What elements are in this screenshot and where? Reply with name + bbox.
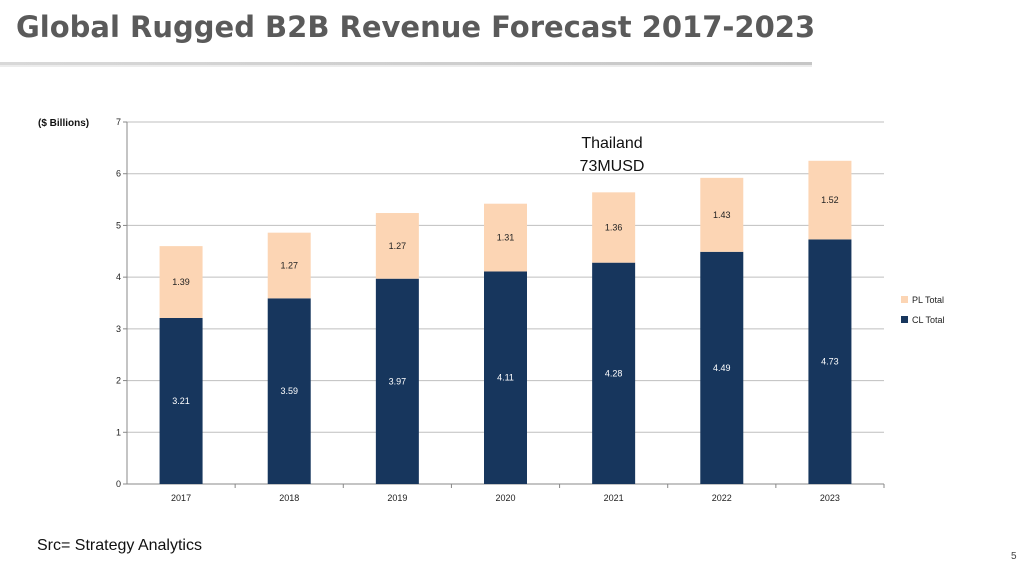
bar-pl-total [484,203,527,272]
bar-pl-total [159,246,203,318]
bar-cl-total [375,278,419,484]
x-tick-label: 2020 [495,493,515,503]
bar-cl-total [592,262,636,484]
annotation-value: 73MUSD [580,158,645,175]
chart-legend: PL Total CL Total [901,295,945,325]
legend-label: CL Total [912,315,945,325]
annotation-thailand: Thailand [581,135,642,152]
y-tick-label: 7 [116,117,121,127]
legend-swatch [901,316,908,323]
bar-cl-total [700,251,744,484]
bar-pl-total [592,192,636,263]
bar-cl-total [267,298,311,484]
data-label-pl: 1.52 [821,195,839,205]
x-tick-label: 2023 [820,493,840,503]
chart-labels: 0 1 2 3 4 5 6 7 3.21 1.39 2017 3.59 1.27 2018 3.97 1.27… [116,117,840,503]
data-label-cl: 4.49 [713,363,731,373]
slide-title: Global Rugged B2B Revenue Forecast 2017-… [16,10,816,44]
data-label-cl: 4.73 [821,357,839,367]
y-tick-label: 3 [116,324,121,334]
y-tick-label: 4 [116,272,121,282]
x-tick-label: 2021 [604,493,624,503]
chart-bars [159,160,852,484]
legend-swatch [901,296,908,303]
y-tick-label: 5 [116,220,121,230]
title-divider-shadow [0,65,812,67]
title-divider [0,62,812,65]
x-tick-label: 2022 [712,493,732,503]
data-label-pl: 1.39 [172,277,190,287]
data-label-cl: 3.97 [389,376,407,386]
bar-pl-total [267,232,311,299]
bar-pl-total [808,160,852,240]
data-label-cl: 4.11 [497,373,514,383]
y-tick-label: 6 [116,169,121,179]
data-label-pl: 1.27 [389,241,407,251]
data-label-cl: 4.28 [605,368,623,378]
bar-pl-total [375,213,419,279]
data-label-pl: 1.43 [713,210,731,220]
bar-cl-total [484,271,527,484]
data-label-pl: 1.31 [497,233,515,243]
page-number: 5 [1011,551,1017,562]
x-tick-label: 2017 [171,493,191,503]
y-tick-label: 1 [116,427,121,437]
y-tick-label: 2 [116,376,121,386]
bar-cl-total [808,239,852,484]
data-label-cl: 3.59 [280,386,298,396]
data-label-pl: 1.27 [280,261,298,271]
x-tick-label: 2019 [387,493,407,503]
data-label-pl: 1.36 [605,222,623,232]
y-axis-title: ($ Billions) [38,118,89,129]
legend-label: PL Total [912,295,944,305]
source-note: Src= Strategy Analytics [37,537,202,554]
bar-pl-total [700,177,744,252]
x-tick-label: 2018 [279,493,299,503]
bar-cl-total [159,317,203,484]
data-label-cl: 3.21 [172,396,190,406]
y-tick-label: 0 [116,479,121,489]
